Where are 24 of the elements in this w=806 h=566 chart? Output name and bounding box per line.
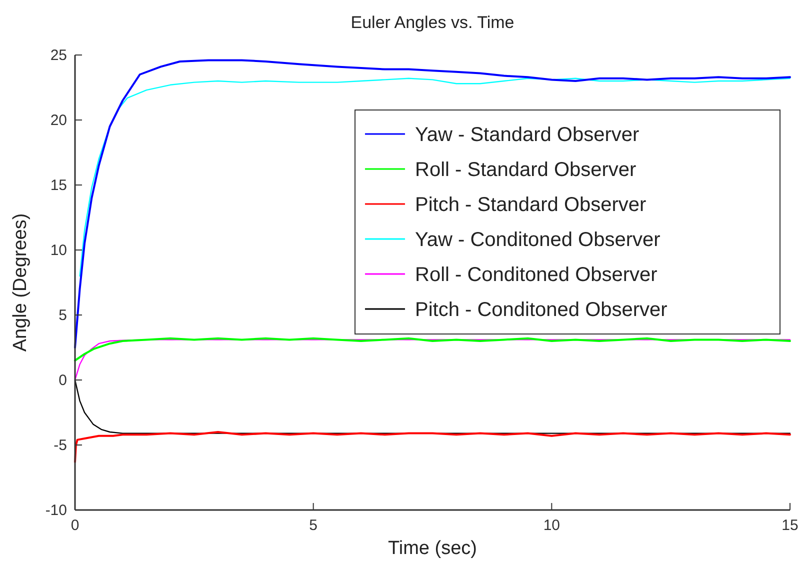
y-tick-label: 5 <box>58 307 67 324</box>
x-tick-label: 10 <box>543 517 560 534</box>
line-series <box>74 431 791 463</box>
y-tick-label: 10 <box>50 242 67 259</box>
x-axis-title: Time (sec) <box>388 538 478 559</box>
legend-label: Roll - Conditoned Observer <box>415 264 658 286</box>
chart-title: Euler Angles vs. Time <box>350 13 514 32</box>
legend-label: Yaw - Conditoned Observer <box>415 229 661 251</box>
y-tick-label: 15 <box>50 177 67 194</box>
legend-label: Yaw - Standard Observer <box>415 124 640 146</box>
y-tick-label: 0 <box>58 372 67 389</box>
y-axis-title: Angle (Degrees) <box>10 213 31 352</box>
line-series <box>74 59 791 348</box>
legend-label: Pitch - Standard Observer <box>415 194 647 216</box>
x-tick-label: 0 <box>70 517 80 534</box>
legend-label: Roll - Standard Observer <box>415 159 637 181</box>
line-series <box>74 337 791 362</box>
y-tick-label: -5 <box>54 437 67 454</box>
y-tick-label: 20 <box>50 112 67 129</box>
legend-label: Pitch - Conditoned Observer <box>415 299 668 321</box>
y-tick-label: -10 <box>45 502 67 519</box>
x-tick-label: 15 <box>782 517 798 534</box>
x-tick-label: 5 <box>309 517 318 534</box>
y-tick-label: 25 <box>50 47 67 64</box>
